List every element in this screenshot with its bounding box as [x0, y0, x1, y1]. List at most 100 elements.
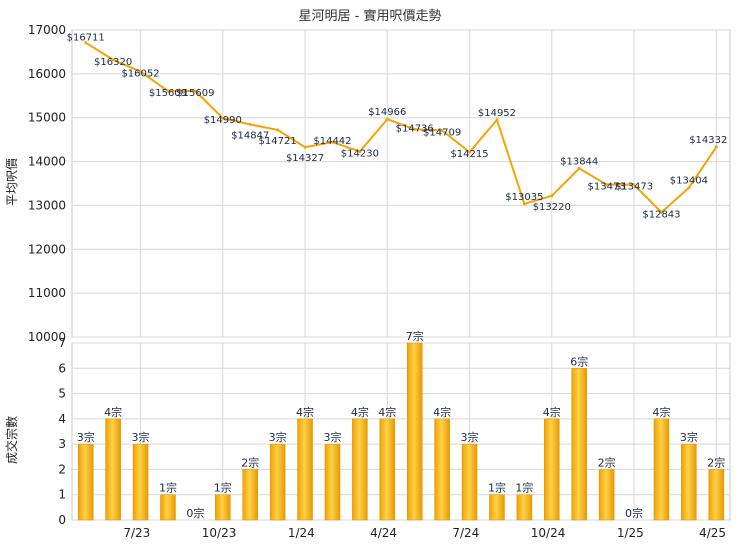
count-tick-label: 0 [58, 513, 66, 527]
count-data-label: 1宗 [515, 481, 533, 495]
count-data-label: 0宗 [186, 506, 204, 520]
count-data-label: 4宗 [543, 405, 561, 419]
count-data-label: 3宗 [323, 430, 341, 444]
price-point [84, 41, 88, 45]
price-tick-label: 17000 [28, 23, 66, 37]
count-data-label: 2宗 [707, 455, 725, 469]
price-point [248, 122, 252, 126]
price-point [276, 128, 280, 132]
count-bar [653, 418, 670, 521]
price-point [714, 145, 718, 149]
count-bar [269, 443, 286, 521]
x-tick-label: 7/24 [452, 526, 479, 540]
price-tick-label: 10000 [28, 330, 66, 344]
price-data-label: $15609 [149, 88, 187, 99]
price-point [522, 202, 526, 206]
price-data-label: $14332 [689, 135, 727, 146]
x-tick-label: 7/23 [123, 526, 150, 540]
count-data-label: 4宗 [351, 405, 369, 419]
price-tick-label: 12000 [28, 242, 66, 256]
price-plot-frame [71, 29, 731, 338]
price-point [193, 89, 197, 93]
x-tick-label: 10/24 [531, 526, 566, 540]
price-data-label: $14966 [368, 107, 406, 118]
count-data-label: 6宗 [570, 354, 588, 368]
chart-title: 星河明居 - 實用呎價走勢 [299, 8, 442, 24]
count-data-label: 4宗 [433, 405, 451, 419]
price-data-label: $13035 [505, 192, 543, 203]
price-point [659, 210, 663, 214]
count-bar [598, 469, 615, 521]
count-bar [324, 443, 341, 521]
price-data-label: $14847 [231, 130, 269, 141]
count-tick-label: 2 [58, 462, 66, 476]
price-point [385, 117, 389, 121]
count-data-label: 7宗 [406, 329, 424, 343]
count-data-label: 4宗 [652, 405, 670, 419]
price-data-label: $14736 [396, 123, 434, 134]
count-bar [352, 418, 368, 521]
price-data-label: $15609 [176, 88, 214, 99]
count-tick-label: 6 [58, 361, 66, 375]
price-data-label: $16052 [121, 69, 159, 80]
price-point [687, 186, 691, 190]
price-data-label: $12843 [642, 209, 680, 220]
x-tick-label: 1/25 [617, 526, 644, 540]
count-bar [516, 494, 533, 521]
price-data-label: $14952 [478, 108, 516, 119]
price-point [440, 128, 444, 132]
price-data-label: $13844 [560, 156, 598, 167]
count-bar [461, 443, 478, 521]
price-data-label: $14721 [259, 136, 297, 147]
count-data-label: 4宗 [378, 405, 396, 419]
price-data-label: $13473 [615, 182, 653, 193]
price-data-label: $14442 [313, 136, 351, 147]
count-data-label: 2宗 [241, 455, 259, 469]
price-point [166, 89, 170, 93]
price-tick-label: 15000 [28, 111, 66, 125]
price-point [330, 140, 334, 144]
price-point [303, 145, 307, 149]
count-data-label: 1宗 [488, 481, 506, 495]
price-data-label: $14215 [450, 149, 488, 160]
count-bar [132, 443, 149, 521]
count-data-label: 3宗 [132, 430, 150, 444]
price-data-label: $13220 [533, 202, 571, 213]
price-tick-label: 11000 [28, 286, 66, 300]
count-bar [77, 443, 94, 521]
count-bar [215, 494, 231, 521]
price-point [632, 183, 636, 187]
count-tick-label: 7 [58, 336, 66, 350]
count-data-label: 4宗 [104, 405, 122, 419]
count-data-label: 3宗 [680, 430, 698, 444]
count-bar [379, 418, 396, 521]
count-bar [297, 418, 313, 521]
count-tick-label: 1 [58, 488, 66, 502]
price-point [221, 116, 225, 120]
count-tick-label: 4 [58, 412, 66, 426]
count-bar [105, 418, 121, 521]
price-data-label: $16320 [94, 57, 132, 68]
count-data-label: 3宗 [461, 430, 479, 444]
count-bar [434, 418, 450, 521]
count-data-label: 4宗 [296, 405, 314, 419]
x-tick-label: 4/25 [699, 526, 726, 540]
price-point [139, 70, 143, 74]
count-bar [681, 443, 697, 521]
count-bar [406, 342, 423, 521]
x-tick-label: 4/24 [370, 526, 397, 540]
count-data-label: 1宗 [214, 481, 232, 495]
price-tick-label: 14000 [28, 155, 66, 169]
price-point [413, 127, 417, 131]
count-data-label: 0宗 [625, 506, 643, 520]
price-tick-label: 13000 [28, 198, 66, 212]
price-data-label: $13473 [588, 182, 626, 193]
price-data-label: $14990 [204, 115, 242, 126]
price-data-label: $14327 [286, 153, 324, 164]
count-tick-label: 5 [58, 387, 66, 401]
count-data-label: 3宗 [269, 430, 287, 444]
price-point [358, 149, 362, 153]
count-bar [708, 469, 725, 521]
count-data-label: 2宗 [598, 455, 616, 469]
price-point [577, 166, 581, 170]
